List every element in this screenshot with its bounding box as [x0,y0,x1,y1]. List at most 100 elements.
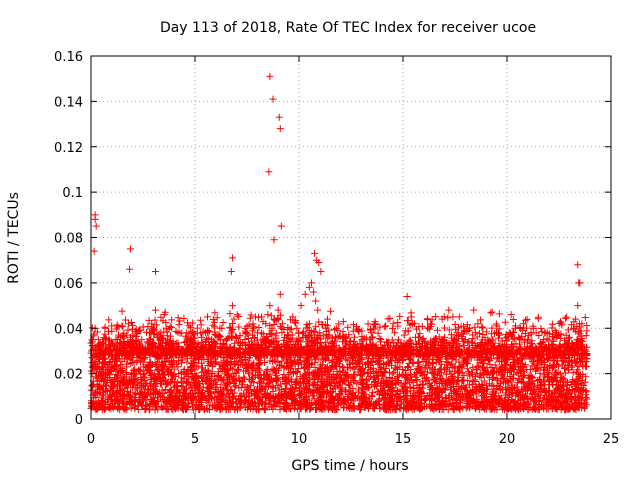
data-point [108,367,116,375]
data-point [436,345,444,353]
data-point [549,347,557,355]
data-point [470,306,478,314]
data-point [272,347,280,355]
data-point [341,333,349,341]
data-point [199,342,207,350]
data-point [337,347,345,355]
data-point [432,358,440,366]
data-point [266,302,274,310]
data-point [135,347,143,355]
data-point [395,349,403,357]
data-point [179,356,187,364]
data-point [536,340,544,348]
data-point [285,347,293,355]
data-point [561,358,569,366]
data-points [88,72,588,389]
data-point [466,324,474,332]
data-point [280,333,288,341]
data-point [289,313,297,321]
data-point [570,324,578,332]
data-point [574,261,582,269]
data-point [139,358,147,366]
data-point [174,347,182,355]
data-point [228,302,236,310]
data-point [125,265,133,273]
y-tick-label: 0.1 [62,186,83,201]
data-point [370,351,378,359]
data-point [324,351,332,359]
data-point [93,365,101,373]
data-point [565,342,573,350]
grid-lines [91,56,611,419]
data-point [572,315,580,323]
data-point [129,354,137,362]
data-point [227,268,235,276]
data-point [99,340,107,348]
data-point [449,313,457,321]
y-axis-label: ROTI / TECUs [6,192,22,284]
data-point [183,329,191,337]
data-point [276,290,284,298]
data-point [353,340,361,348]
data-point [265,336,273,344]
y-tick-label: 0.02 [54,368,83,383]
data-point [515,340,523,348]
data-point [228,254,236,262]
data-point [575,279,583,287]
data-point [578,320,586,328]
data-point [511,324,519,332]
data-point [428,340,436,348]
data-point [143,338,151,346]
data-point [187,367,195,375]
data-point [320,342,328,350]
data-point [366,336,374,344]
data-point [170,365,178,373]
data-point [580,347,588,355]
data-point [520,351,528,359]
data-point [524,336,532,344]
data-point [120,374,128,382]
data-point [357,354,365,362]
data-point [233,333,241,341]
data-point [94,336,102,344]
data-point [106,347,114,355]
data-point [311,249,319,257]
y-tick-label: 0.08 [54,232,83,247]
data-point [147,349,155,357]
data-point [312,297,320,305]
data-point [362,345,370,353]
data-point [212,351,220,359]
data-point [297,302,305,310]
data-point [112,356,120,364]
data-point [104,361,112,369]
data-point [124,320,132,328]
data-point [208,336,216,344]
data-point [507,311,515,319]
chart-title: Day 113 of 2018, Rate Of TEC Index for r… [160,20,536,36]
y-tick-label: 0.16 [54,50,83,65]
data-point [416,347,424,355]
data-point [553,333,561,341]
data-point [97,370,105,378]
y-tick-labels: 0 0.02 0.04 0.06 0.08 0.1 0.12 0.14 0.16 [54,50,83,428]
data-point [127,336,135,344]
data-point [349,358,357,366]
data-point [269,95,277,103]
data-point [203,313,211,321]
data-point [474,320,482,328]
data-point [278,320,286,328]
y-tick-label: 0.12 [54,141,83,156]
data-point [241,349,249,357]
data-point [92,374,100,382]
data-point [92,222,100,230]
data-point [131,365,139,373]
data-point [91,215,99,223]
data-point [270,236,278,244]
dense-data-cloud [87,307,591,414]
y-tick-label: 0.04 [54,322,83,337]
x-tick-label: 25 [603,432,620,447]
data-point [328,338,336,346]
data-point [264,311,272,319]
data-point [461,336,469,344]
data-point [540,356,548,364]
